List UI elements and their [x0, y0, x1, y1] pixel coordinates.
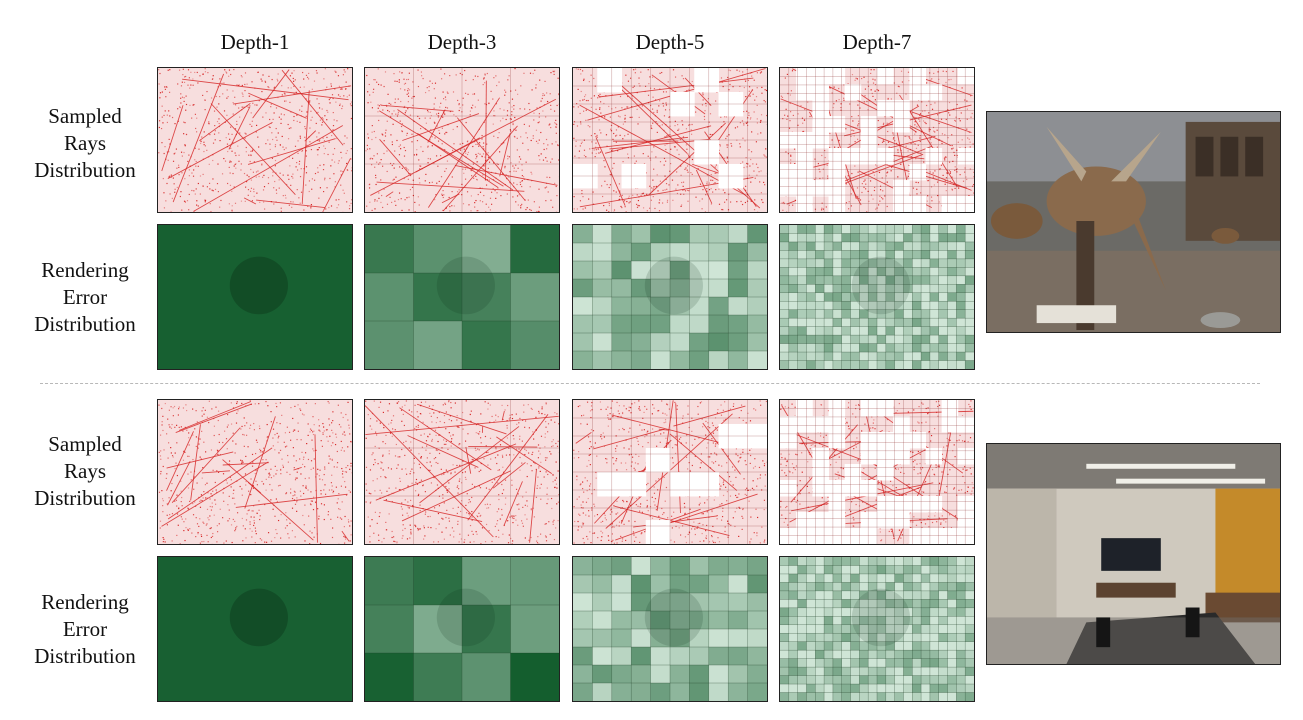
rendering-error-panel [779, 224, 975, 370]
triceratops-photo [986, 111, 1281, 333]
rendering-error-panel [364, 556, 560, 702]
rendering-error-panel [572, 556, 768, 702]
rendering-error-panel [157, 224, 353, 370]
sampled-rays-panel [364, 67, 560, 213]
sampled-rays-panel [157, 67, 353, 213]
column-header-depth-5: Depth-5 [635, 30, 705, 54]
rendering-error-panel [779, 556, 975, 702]
sampled-rays-panel [157, 399, 353, 545]
row-label-sampled-rays-1: Sampled Rays Distribution [34, 104, 136, 182]
rendering-error-panel [364, 224, 560, 370]
row-label-rendering-error-1: Rendering Error Distribution [34, 258, 136, 336]
meeting-room-photo [986, 443, 1281, 665]
sampled-rays-panel [364, 399, 560, 545]
sampled-rays-panel [779, 399, 975, 545]
column-header-depth-7: Depth-7 [842, 30, 912, 54]
rendering-error-panel [572, 224, 768, 370]
row-label-rendering-error-2: Rendering Error Distribution [34, 590, 136, 668]
sampled-rays-panel [572, 399, 768, 545]
sampled-rays-panel [779, 67, 975, 213]
section-divider [40, 383, 1260, 384]
row-label-sampled-rays-2: Sampled Rays Distribution [34, 432, 136, 510]
rendering-error-panel [157, 556, 353, 702]
sampled-rays-panel [572, 67, 768, 213]
column-header-depth-1: Depth-1 [220, 30, 290, 54]
column-header-depth-3: Depth-3 [427, 30, 497, 54]
